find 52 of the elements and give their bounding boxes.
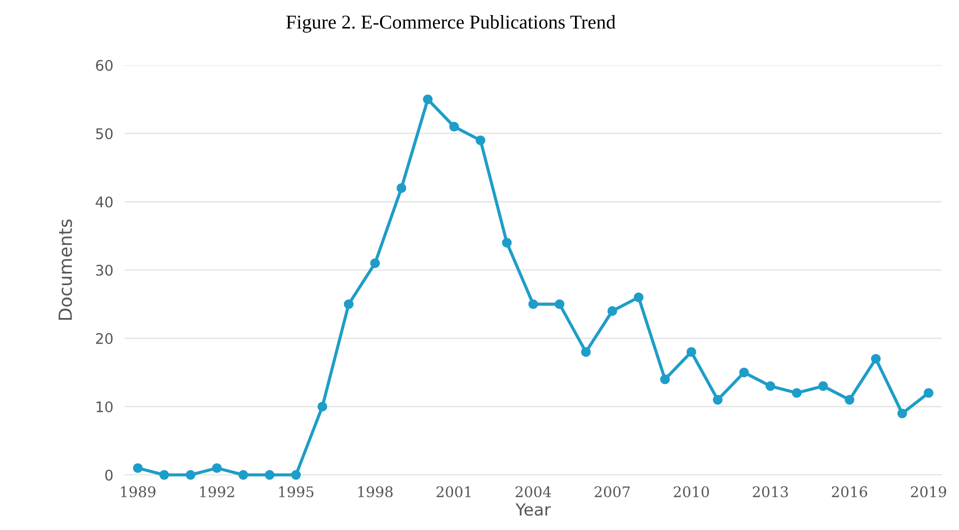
point [449,122,459,132]
y-axis-title: Documents [58,219,72,320]
point [317,402,328,412]
point [502,238,512,248]
point [924,388,934,398]
x-tick-label: 2007 [594,486,630,498]
point [370,258,380,268]
point [634,292,644,302]
x-tick-label: 2001 [436,486,471,498]
y-tick-label: 0 [105,470,113,481]
x-tick-label: 2004 [516,486,552,498]
point [396,183,406,193]
point [132,463,143,473]
x-tick-label: 1995 [279,486,314,498]
point [792,388,802,398]
y-tick-label: 50 [96,128,113,140]
point [766,381,776,391]
y-tick-label: 10 [96,401,113,412]
point [159,470,170,480]
point [870,354,881,364]
x-tick-label: 2016 [832,486,868,498]
point [238,470,248,480]
point [422,94,433,104]
x-tick-label: 2010 [674,486,709,498]
point [554,299,564,310]
point [212,463,222,473]
point [739,368,749,378]
point [712,394,723,405]
point [476,135,486,146]
point [291,470,301,480]
x-tick-label: 1989 [121,486,156,498]
y-tick-label: 60 [96,60,113,71]
point [660,374,670,384]
point [686,347,696,357]
x-tick-label: 2019 [910,486,946,498]
point [528,299,538,310]
point [344,299,354,310]
point [818,381,828,391]
point [264,470,274,480]
x-tick-label: 2013 [752,486,788,498]
y-tick-label: 20 [96,333,113,344]
x-tick-label: 1998 [358,486,393,498]
point [844,394,854,405]
point [897,408,908,418]
point [581,347,591,357]
x-axis-title: Year [516,503,551,516]
chart-title: Figure 2. E-Commerce Publications Trend [286,15,616,33]
x-tick-label: 1992 [200,486,234,498]
y-tick-label: 40 [96,196,113,208]
y-tick-label: 30 [96,264,113,276]
point [186,470,196,480]
point [607,306,618,316]
